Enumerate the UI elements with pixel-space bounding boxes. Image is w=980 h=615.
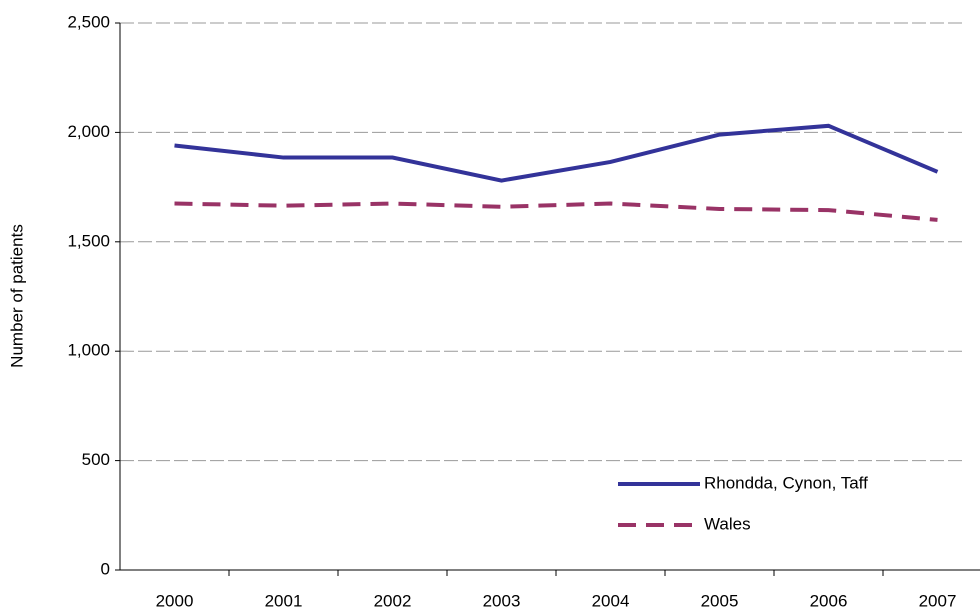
series-line <box>174 201 938 222</box>
x-tick-label: 2006 <box>810 591 848 610</box>
x-tick-label: 2003 <box>483 591 521 610</box>
y-tick-label: 500 <box>82 450 110 469</box>
x-tick-label: 2000 <box>156 591 194 610</box>
x-tick-label: 2004 <box>592 591 630 610</box>
y-axis-label: Number of patients <box>7 224 26 368</box>
y-tick-label: 2,500 <box>67 12 110 31</box>
legend-label: Wales <box>704 514 751 533</box>
legend-label: Rhondda, Cynon, Taff <box>704 473 868 492</box>
y-tick-label: 0 <box>101 559 110 578</box>
x-tick-label: 2005 <box>701 591 739 610</box>
x-tick-label: 2002 <box>374 591 412 610</box>
x-tick-label: 2007 <box>919 591 957 610</box>
series-line <box>174 123 939 183</box>
y-tick-label: 2,000 <box>67 122 110 141</box>
x-tick-label: 2001 <box>265 591 303 610</box>
y-tick-label: 1,500 <box>67 231 110 250</box>
y-tick-label: 1,000 <box>67 341 110 360</box>
